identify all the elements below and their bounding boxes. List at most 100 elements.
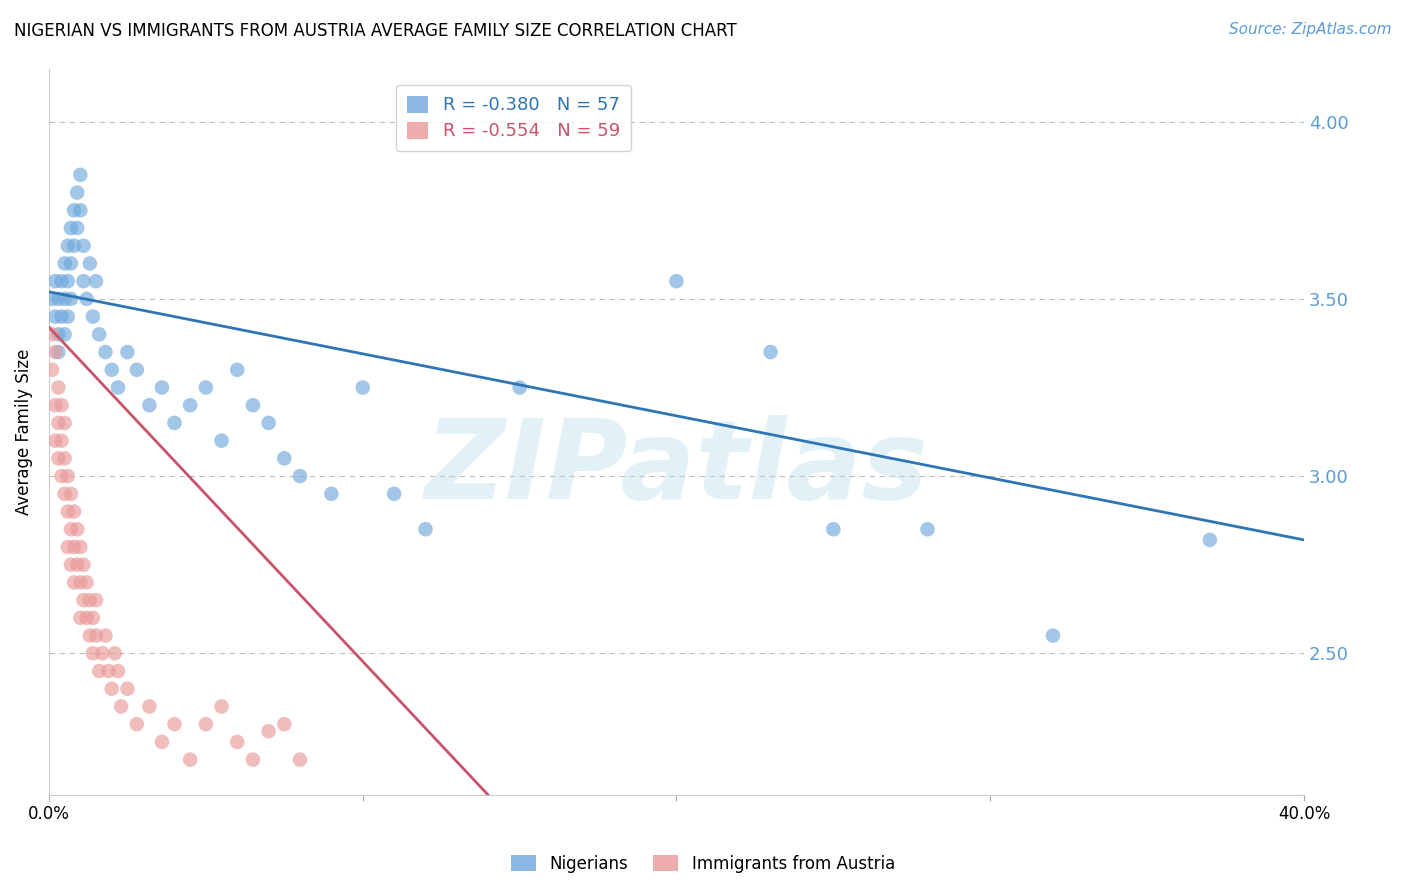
Point [1198,533,1220,547]
Point [56,238,79,252]
Point [125,363,148,377]
Point [48,345,70,359]
Point [66,186,89,200]
Point [63,238,86,252]
Point [51,398,73,412]
Point [44,398,66,412]
Point [48,380,70,394]
Point [76,292,98,306]
Point [56,274,79,288]
Point [56,504,79,518]
Point [273,451,295,466]
Point [665,274,688,288]
Point [84,629,107,643]
Point [257,416,280,430]
Point [226,363,249,377]
Point [53,292,76,306]
Text: Source: ZipAtlas.com: Source: ZipAtlas.com [1229,22,1392,37]
Point [59,522,82,536]
Point [89,327,111,342]
Point [69,575,91,590]
Point [79,629,101,643]
Point [117,681,139,696]
Point [56,310,79,324]
Point [759,345,782,359]
Point [69,168,91,182]
Point [82,646,104,660]
Point [41,363,63,377]
Point [76,575,98,590]
Point [66,221,89,235]
Point [84,593,107,607]
Point [66,522,89,536]
Point [1042,629,1064,643]
Point [48,451,70,466]
Point [84,274,107,288]
Point [917,522,939,536]
Text: ZIPatlas: ZIPatlas [425,415,928,522]
Point [76,611,98,625]
Point [72,558,94,572]
Point [163,416,186,430]
Point [257,724,280,739]
Point [48,327,70,342]
Point [56,540,79,554]
Point [79,256,101,270]
Point [415,522,437,536]
Point [179,753,201,767]
Point [63,575,86,590]
Point [44,345,66,359]
Point [41,327,63,342]
Point [211,699,233,714]
Point [44,274,66,288]
Point [59,487,82,501]
Point [107,664,129,678]
Point [288,469,311,483]
Point [53,256,76,270]
Point [82,310,104,324]
Point [72,593,94,607]
Point [59,221,82,235]
Point [63,203,86,218]
Point [51,274,73,288]
Point [97,664,120,678]
Point [63,540,86,554]
Point [53,451,76,466]
Point [51,310,73,324]
Point [48,292,70,306]
Point [89,664,111,678]
Y-axis label: Average Family Size: Average Family Size [15,349,32,515]
Point [125,717,148,731]
Point [69,203,91,218]
Point [100,363,122,377]
Point [194,380,217,394]
Point [69,540,91,554]
Point [273,717,295,731]
Text: NIGERIAN VS IMMIGRANTS FROM AUSTRIA AVERAGE FAMILY SIZE CORRELATION CHART: NIGERIAN VS IMMIGRANTS FROM AUSTRIA AVER… [14,22,737,40]
Point [51,469,73,483]
Point [53,416,76,430]
Point [82,611,104,625]
Point [194,717,217,731]
Point [823,522,845,536]
Point [59,292,82,306]
Point [138,398,160,412]
Point [66,558,89,572]
Point [53,327,76,342]
Point [382,487,405,501]
Point [94,629,117,643]
Point [59,558,82,572]
Point [179,398,201,412]
Point [138,699,160,714]
Point [44,310,66,324]
Point [321,487,343,501]
Point [41,292,63,306]
Point [63,504,86,518]
Point [72,238,94,252]
Point [44,434,66,448]
Point [104,646,127,660]
Point [48,416,70,430]
Point [509,380,531,394]
Point [211,434,233,448]
Legend: R = -0.380   N = 57, R = -0.554   N = 59: R = -0.380 N = 57, R = -0.554 N = 59 [396,85,631,152]
